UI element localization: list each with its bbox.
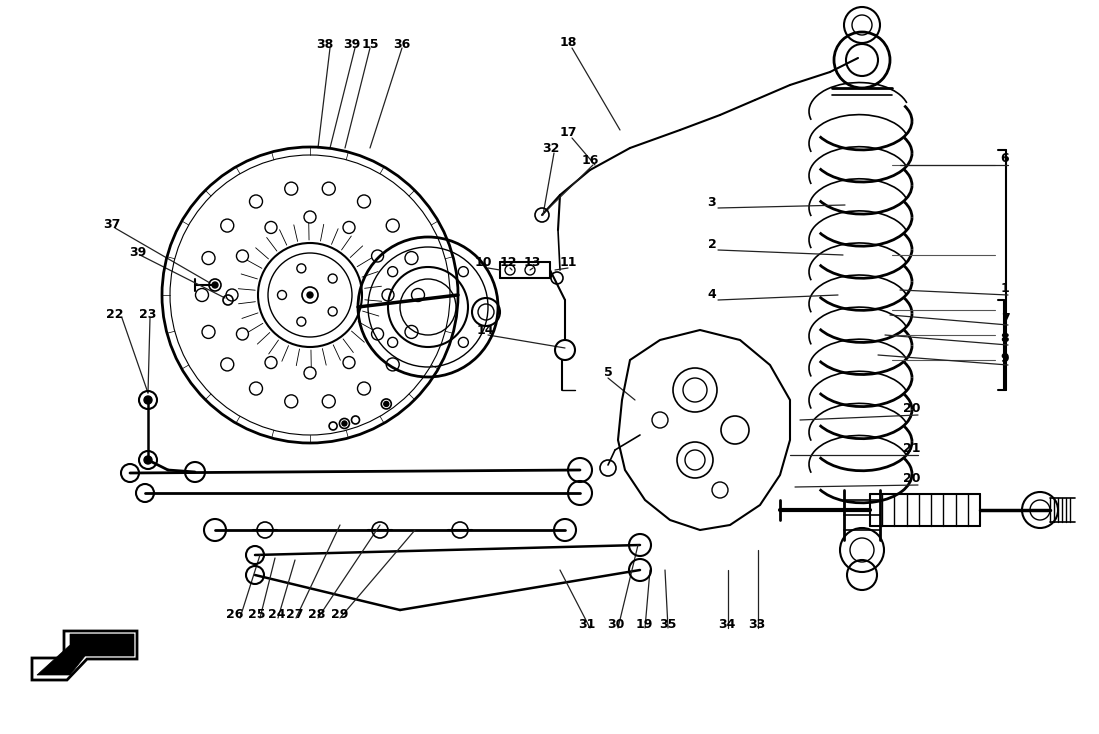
Circle shape	[342, 421, 347, 426]
Circle shape	[384, 401, 389, 407]
Text: 3: 3	[708, 197, 717, 209]
Circle shape	[144, 396, 152, 404]
Text: 22: 22	[107, 308, 124, 321]
Text: 16: 16	[581, 153, 599, 167]
Text: 37: 37	[103, 219, 121, 231]
Text: 32: 32	[542, 142, 559, 154]
Text: 8: 8	[1001, 332, 1009, 344]
Text: 35: 35	[659, 619, 677, 631]
Text: 28: 28	[309, 608, 325, 622]
Text: 5: 5	[603, 366, 612, 379]
Text: 25: 25	[248, 608, 266, 622]
Text: 17: 17	[559, 126, 577, 139]
Text: 4: 4	[708, 288, 717, 302]
Text: 20: 20	[903, 471, 921, 484]
Text: 31: 31	[578, 619, 596, 631]
Text: 9: 9	[1001, 352, 1009, 365]
Text: 27: 27	[286, 608, 303, 622]
Polygon shape	[37, 634, 134, 675]
Text: 10: 10	[475, 256, 491, 269]
Text: 21: 21	[903, 441, 921, 454]
Text: 38: 38	[317, 38, 334, 51]
Circle shape	[212, 282, 218, 288]
Text: 19: 19	[635, 619, 653, 631]
Text: 2: 2	[708, 239, 717, 252]
Text: 1: 1	[1000, 282, 1009, 294]
Text: 14: 14	[476, 324, 493, 336]
Text: 13: 13	[523, 256, 541, 269]
Text: 11: 11	[559, 256, 577, 269]
Circle shape	[144, 456, 152, 464]
Text: 24: 24	[268, 608, 286, 622]
Text: 23: 23	[140, 308, 157, 321]
Text: 29: 29	[331, 608, 348, 622]
Text: 34: 34	[719, 619, 735, 631]
Text: 36: 36	[393, 38, 411, 51]
Polygon shape	[32, 631, 137, 680]
Text: 39: 39	[130, 245, 146, 258]
Text: 39: 39	[343, 38, 360, 51]
Text: 15: 15	[362, 38, 379, 51]
Text: 18: 18	[559, 37, 577, 49]
Text: 33: 33	[748, 619, 766, 631]
Circle shape	[307, 292, 313, 298]
Text: 30: 30	[608, 619, 624, 631]
Text: 26: 26	[226, 608, 244, 622]
Text: 12: 12	[499, 256, 517, 269]
Text: 7: 7	[1000, 311, 1009, 324]
Text: 6: 6	[1001, 151, 1009, 164]
Text: 20: 20	[903, 401, 921, 415]
